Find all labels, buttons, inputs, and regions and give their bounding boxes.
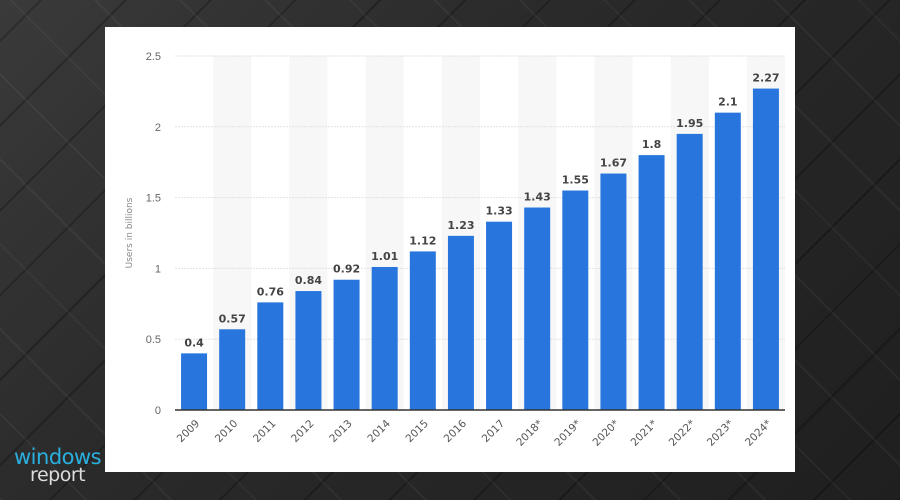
x-tick-label: 2018* — [514, 418, 545, 449]
x-tick-label: 2015 — [404, 418, 431, 445]
x-tick-label: 2011 — [251, 418, 278, 445]
data-label: 1.23 — [447, 219, 474, 232]
data-label: 1.33 — [485, 205, 512, 218]
y-tick-label: 0 — [155, 405, 161, 417]
data-label: 1.8 — [642, 138, 662, 151]
x-tick-label: 2017 — [480, 418, 507, 445]
bar-2022* — [676, 133, 703, 410]
y-tick-label: 1 — [155, 263, 161, 275]
y-tick-label: 1.5 — [146, 193, 161, 205]
data-label: 0.4 — [184, 336, 204, 349]
bar-2014 — [371, 266, 398, 410]
bar-chart: 0 0.5 1 1.5 2 2.5 Users in billions 0.4 2009 0.57… — [125, 51, 785, 449]
data-label: 1.55 — [562, 174, 589, 187]
bar-2012 — [295, 291, 322, 410]
bar-2023* — [714, 112, 741, 410]
logo-line2: report — [30, 464, 86, 486]
x-tick-label: 2024* — [743, 418, 774, 449]
bar-2019* — [562, 190, 589, 410]
x-tick-label: 2010 — [213, 418, 240, 445]
bar-2024* — [752, 88, 779, 411]
bar-2009 — [181, 353, 208, 410]
bar-2018* — [524, 207, 551, 410]
data-label: 2.27 — [752, 72, 779, 85]
bar-2010 — [219, 329, 246, 410]
bar-2016 — [447, 235, 474, 410]
data-label: 0.84 — [295, 274, 322, 287]
x-tick-label: 2023* — [705, 418, 736, 449]
logo-line1: windows — [14, 445, 102, 469]
y-tick-label: 0.5 — [146, 334, 161, 346]
data-label: 1.67 — [600, 157, 627, 170]
bar-2017 — [486, 221, 513, 410]
x-tick-label: 2016 — [442, 417, 470, 445]
data-label: 1.01 — [371, 250, 398, 263]
x-tick-label: 2009 — [175, 418, 202, 445]
data-label: 1.43 — [524, 191, 551, 204]
y-tick-label: 2.5 — [146, 51, 161, 63]
x-tick-label: 2019* — [552, 418, 583, 449]
chart-panel: 0 0.5 1 1.5 2 2.5 Users in billions 0.4 2009 0.57… — [105, 27, 795, 472]
y-tick-label: 2 — [155, 122, 161, 134]
data-label: 0.92 — [333, 263, 360, 276]
x-tick-label: 2014 — [365, 417, 393, 445]
bar-2015 — [409, 251, 436, 410]
x-tick-label: 2022* — [667, 418, 698, 449]
bar-2011 — [257, 302, 284, 410]
y-axis-label: Users in billions — [125, 197, 135, 268]
bar-2021* — [638, 155, 665, 410]
data-label: 1.95 — [676, 117, 703, 130]
data-label: 0.76 — [257, 285, 284, 298]
data-label: 1.12 — [409, 234, 436, 247]
data-label: 2.1 — [718, 96, 738, 109]
bar-2013 — [333, 279, 360, 410]
x-tick-label: 2020* — [590, 418, 621, 449]
x-tick-label: 2013 — [327, 418, 354, 445]
bar-2020* — [600, 173, 627, 410]
data-label: 0.57 — [219, 312, 246, 325]
windows-report-logo: windows report — [14, 445, 102, 486]
x-tick-label: 2012 — [289, 418, 316, 445]
x-tick-label: 2021* — [629, 418, 660, 449]
